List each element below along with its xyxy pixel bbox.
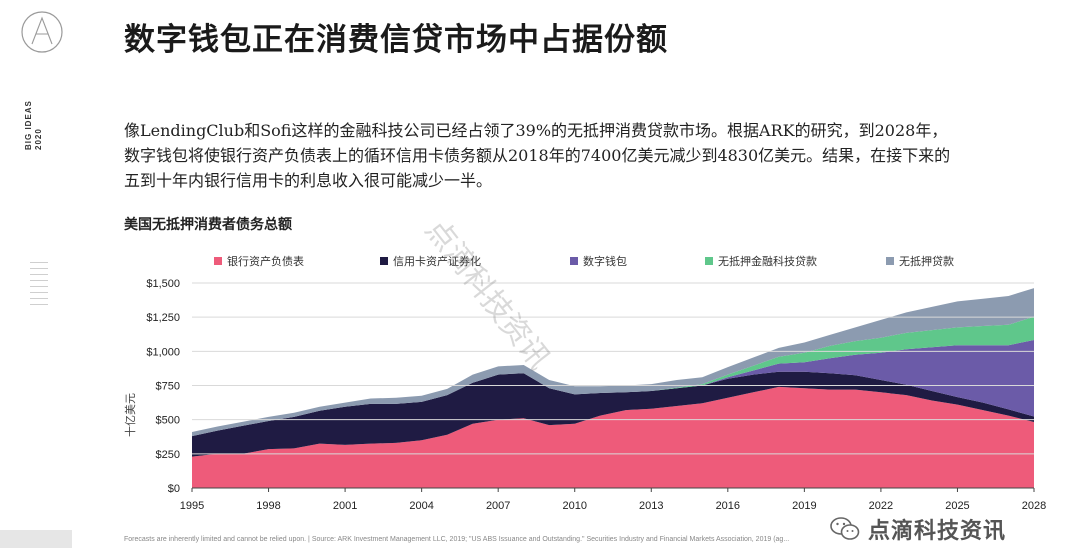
x-tick-label: 1998 [256,500,280,512]
x-tick-label: 2010 [562,500,586,512]
area-series-3 [192,340,1034,437]
legend-swatch [705,257,713,265]
legend-entry: 数字钱包 [583,254,627,268]
x-tick-label: 2004 [409,500,433,512]
area-series-2 [192,371,1034,457]
x-tick-label: 2016 [716,500,740,512]
source-footnote: Forecasts are inherently limited and can… [124,536,790,543]
page-title: 数字钱包正在消费信贷市场中占据份额 [124,22,668,58]
chart-areas [192,288,1034,488]
footer-block [0,530,72,548]
side-decoration [30,262,48,310]
area-series-5 [192,288,1034,437]
area-series-4 [192,316,1034,437]
chart-title: 美国无抵押消费者债务总额 [124,217,292,233]
legend-swatch [380,257,388,265]
legend-swatch [214,257,222,265]
y-tick-label: $1,250 [146,312,180,324]
wechat-icon [830,517,860,540]
legend-entry: 无抵押贷款 [899,254,954,268]
legend-swatch [886,257,894,265]
y-tick-label: $750 [156,381,180,393]
x-tick-label: 2025 [945,500,969,512]
y-tick-label: $250 [156,449,180,461]
ark-logo [18,8,66,56]
x-tick-label: 2013 [639,500,663,512]
x-tick-label: 2022 [869,500,893,512]
x-tick-label: 2019 [792,500,816,512]
chart-legend: 银行资产负债表 信用卡资产证券化 数字钱包 无抵押金融科技贷款 无抵押贷款 [214,254,954,268]
y-tick-label: $1,500 [146,278,180,290]
brand-badge: 点滴科技资讯 [830,514,1006,544]
x-tick-label: 2028 [1022,500,1046,512]
x-tick-label: 1995 [180,500,204,512]
y-axis-label: 十亿美元 [123,393,137,437]
legend-entry: 无抵押金融科技贷款 [718,254,817,268]
intro-line-1: 像LendingClub和Sofi这样的金融科技公司已经占领了39%的无抵押消费… [124,121,948,140]
chart-axes: $0 $250 $500 $750 $1,000 $1,250 $1,500 1995 1998… [146,278,1046,512]
intro-paragraph: 像LendingClub和Sofi这样的金融科技公司已经占领了39%的无抵押消费… [124,118,1054,193]
intro-line-2: 数字钱包将使银行资产负债表上的循环信用卡债务额从2018年的7400亿美元减少到… [124,146,951,165]
intro-line-3: 五到十年内银行信用卡的利息收入很可能减少一半。 [124,171,493,190]
x-tick-label: 2007 [486,500,510,512]
y-tick-label: $0 [168,483,180,495]
y-tick-label: $1,000 [146,346,180,358]
legend-swatch [570,257,578,265]
brand-name: 点滴科技资讯 [868,519,1007,544]
legend-entry: 信用卡资产证券化 [393,254,481,268]
legend-entry: 银行资产负债表 [227,254,304,268]
y-tick-label: $500 [156,415,180,427]
x-tick-label: 2001 [333,500,357,512]
area-series-1 [192,386,1034,488]
